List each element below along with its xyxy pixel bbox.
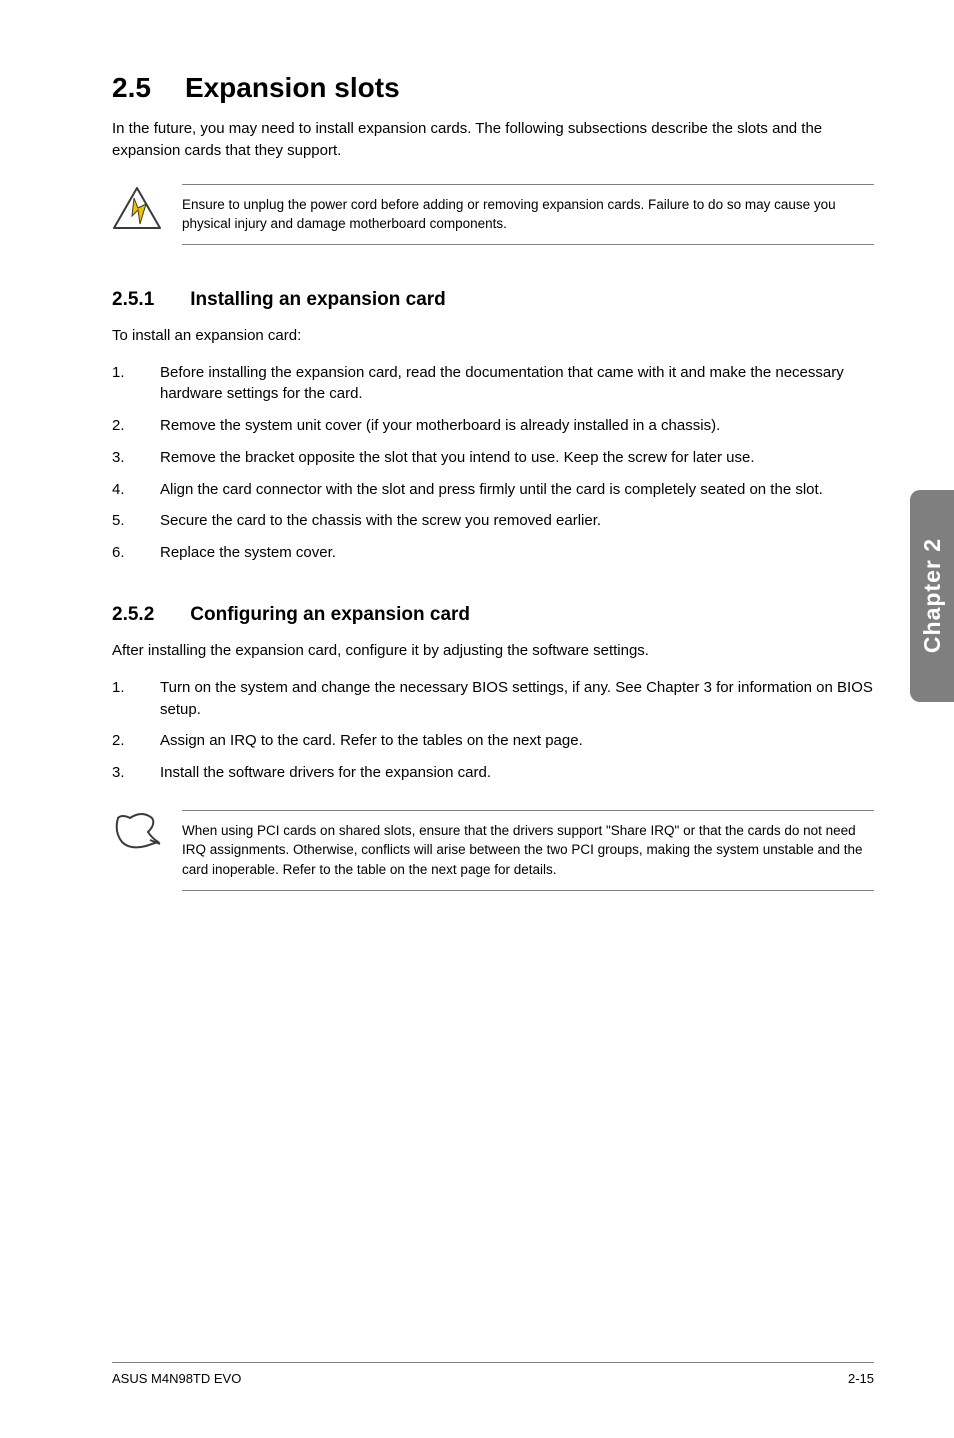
warning-icon <box>112 186 162 235</box>
warning-text: Ensure to unplug the power cord before a… <box>182 184 874 245</box>
steps-list: Turn on the system and change the necess… <box>112 677 874 784</box>
steps-list: Before installing the expansion card, re… <box>112 362 874 564</box>
subsection-heading: 2.5.1 Installing an expansion card <box>112 289 874 311</box>
list-item: Before installing the expansion card, re… <box>112 362 874 406</box>
subsection-heading: 2.5.2 Configuring an expansion card <box>112 604 874 626</box>
list-item: Replace the system cover. <box>112 542 874 564</box>
section-heading: 2.5 Expansion slots <box>112 72 874 104</box>
subsection-number: 2.5.2 <box>112 604 154 626</box>
list-item: Remove the system unit cover (if your mo… <box>112 415 874 437</box>
page-footer: ASUS M4N98TD EVO 2-15 <box>112 1362 874 1386</box>
note-text: When using PCI cards on shared slots, en… <box>182 810 874 891</box>
note-callout: When using PCI cards on shared slots, en… <box>112 810 874 891</box>
subsection-title-text: Configuring an expansion card <box>190 604 470 625</box>
list-item: Assign an IRQ to the card. Refer to the … <box>112 730 874 752</box>
list-item: Install the software drivers for the exp… <box>112 762 874 784</box>
section-number: 2.5 <box>112 72 151 104</box>
warning-callout: Ensure to unplug the power cord before a… <box>112 184 874 245</box>
list-item: Turn on the system and change the necess… <box>112 677 874 721</box>
footer-product: ASUS M4N98TD EVO <box>112 1371 241 1386</box>
footer-page-number: 2-15 <box>848 1371 874 1386</box>
list-item: Remove the bracket opposite the slot tha… <box>112 447 874 469</box>
list-item: Align the card connector with the slot a… <box>112 479 874 501</box>
subsection-number: 2.5.1 <box>112 289 154 311</box>
chapter-tab: Chapter 2 <box>910 490 954 702</box>
subsection-intro: To install an expansion card: <box>112 327 874 344</box>
section-intro: In the future, you may need to install e… <box>112 118 874 162</box>
subsection-title-text: Installing an expansion card <box>190 289 446 310</box>
section-title-text: Expansion slots <box>185 72 400 103</box>
note-icon <box>112 812 162 857</box>
subsection-intro: After installing the expansion card, con… <box>112 642 874 659</box>
page-content: 2.5 Expansion slots In the future, you ma… <box>0 0 954 1438</box>
list-item: Secure the card to the chassis with the … <box>112 510 874 532</box>
chapter-tab-label: Chapter 2 <box>919 538 946 653</box>
